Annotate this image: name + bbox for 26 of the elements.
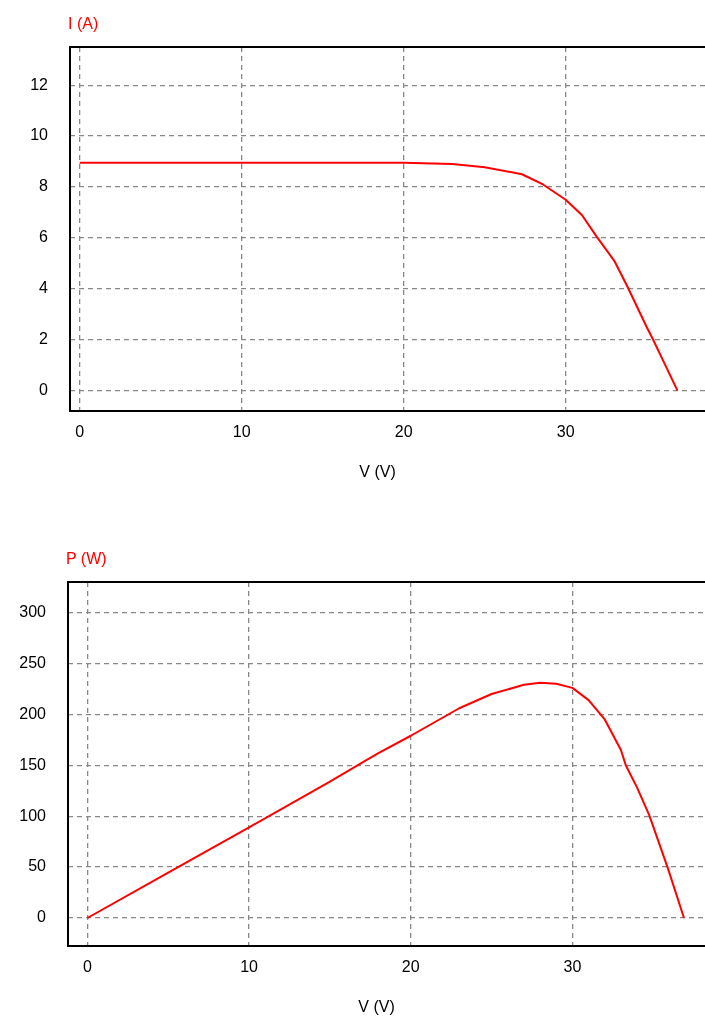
y-tick-label: 50 xyxy=(28,857,47,875)
x-axis-title: V (V) xyxy=(359,463,396,480)
x-tick-label: 30 xyxy=(556,423,575,441)
y-axis-title: I (A) xyxy=(68,15,99,32)
x-tick-label: 20 xyxy=(401,958,420,976)
y-tick-label: 8 xyxy=(39,177,49,195)
y-tick-label: 0 xyxy=(37,908,47,926)
y-tick-label: 12 xyxy=(30,75,49,93)
y-tick-label: 0 xyxy=(39,381,49,399)
y-tick-label: 6 xyxy=(39,228,49,246)
x-tick-label: 0 xyxy=(75,423,85,441)
y-tick-label: 2 xyxy=(39,330,49,348)
y-axis-title: P (W) xyxy=(66,550,107,567)
y-tick-label: 200 xyxy=(19,704,47,722)
y-tick-label: 150 xyxy=(19,755,47,773)
y-tick-label: 10 xyxy=(30,126,49,144)
y-tick-label: 300 xyxy=(19,602,47,620)
y-tick-label: 250 xyxy=(19,653,47,671)
x-tick-label: 10 xyxy=(240,958,259,976)
x-tick-label: 10 xyxy=(232,423,251,441)
x-tick-label: 30 xyxy=(563,958,582,976)
x-tick-label: 20 xyxy=(394,423,413,441)
y-tick-label: 4 xyxy=(39,279,49,297)
y-tick-label: 100 xyxy=(19,806,47,824)
x-tick-label: 0 xyxy=(82,958,92,976)
x-axis-title: V (V) xyxy=(358,998,395,1015)
